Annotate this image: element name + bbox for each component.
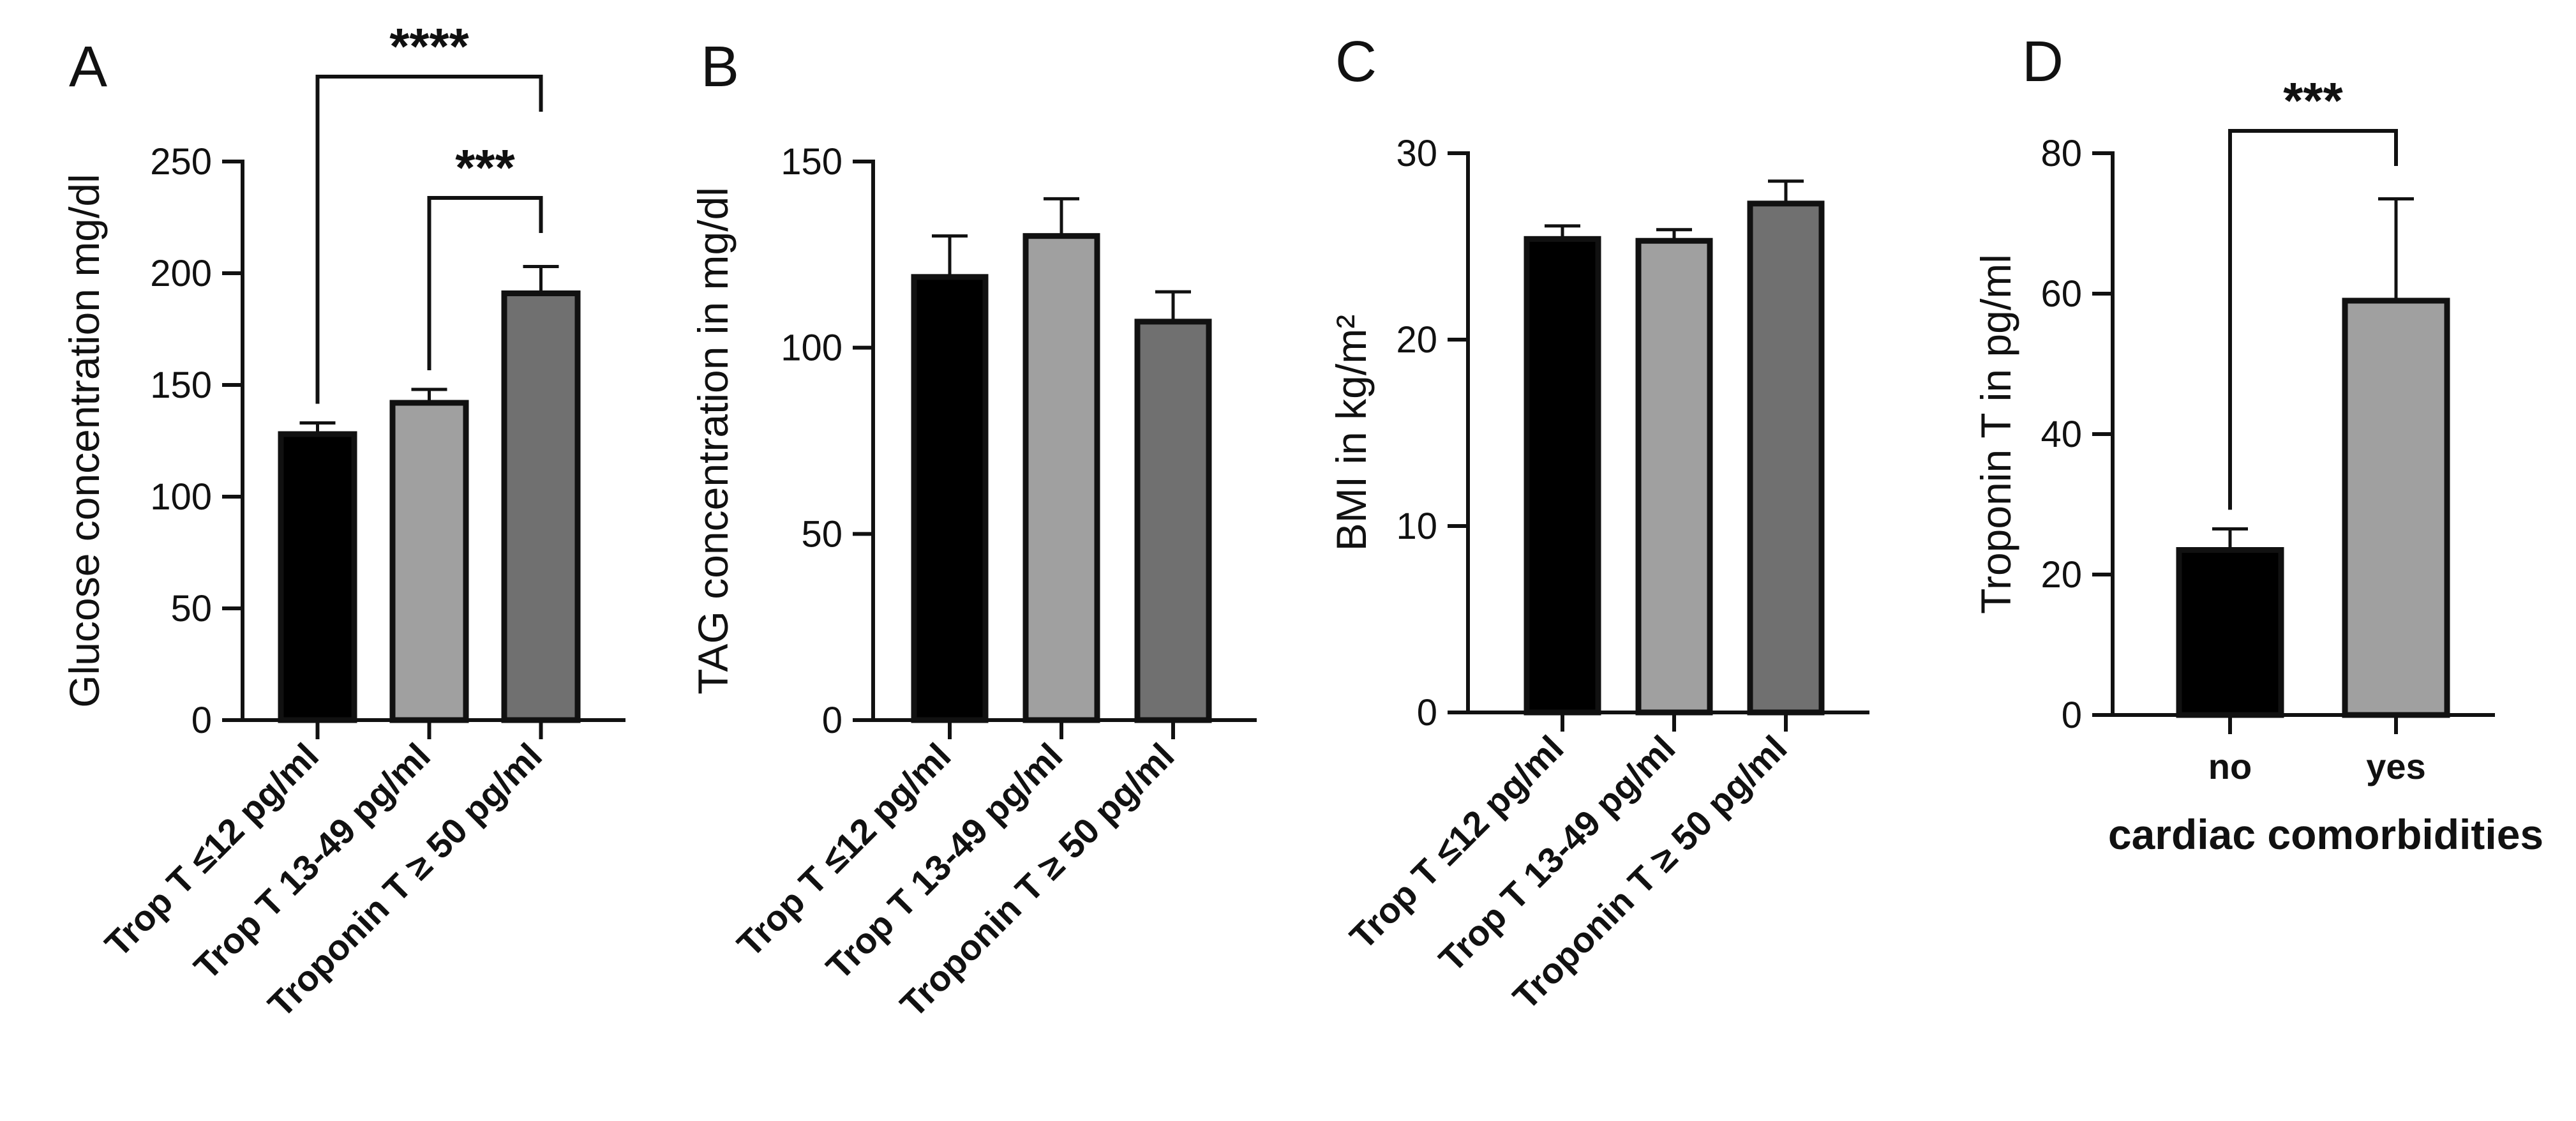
bar-2 (1022, 233, 1100, 723)
panel-letter: A (69, 35, 107, 99)
y-tick-label: 100 (781, 327, 842, 369)
bar-3 (501, 290, 581, 723)
y-tick-label: 60 (2041, 273, 2082, 315)
y-tick-label: 10 (1396, 506, 1437, 547)
y-tick-label: 50 (801, 513, 842, 555)
bar-1 (1524, 236, 1601, 716)
bar-2 (1635, 237, 1713, 716)
y-tick-label: 0 (1417, 692, 1437, 734)
panel-letter: D (2022, 30, 2063, 94)
y-tick-label: 0 (191, 700, 212, 741)
category-label: Trop T ≤12 pg/ml (97, 735, 326, 965)
y-tick-label: 30 (1396, 133, 1437, 174)
bar-1 (278, 431, 357, 723)
significance-label: **** (389, 18, 469, 75)
y-tick-label: 0 (822, 700, 842, 741)
significance-bracket (427, 196, 543, 370)
y-tick-label: 0 (2062, 695, 2082, 736)
category-label: Trop T ≤12 pg/ml (1342, 728, 1571, 957)
y-tick-label: 20 (1396, 319, 1437, 361)
y-tick-label: 150 (150, 365, 212, 406)
bar-3 (1134, 319, 1212, 723)
significance-label: *** (2283, 72, 2343, 129)
significance-label: *** (455, 139, 515, 196)
y-tick-label: 250 (150, 141, 212, 183)
significance-bracket (315, 75, 543, 404)
category-label: Trop T ≤12 pg/ml (730, 735, 959, 965)
panel-letter: B (701, 35, 739, 99)
bar-3 (1747, 200, 1825, 716)
panel-D: D 0 20 40 60 80 Troponin T in pg/ml no yes cardia… (1972, 30, 2543, 858)
bar-1 (911, 274, 989, 723)
bar-1 (2176, 547, 2284, 718)
y-tick-label: 20 (2041, 554, 2082, 596)
y-tick-label: 40 (2041, 414, 2082, 455)
bar-2 (2342, 297, 2450, 718)
significance-bracket (2228, 129, 2398, 510)
panel-A: A 0 50 100 150 200 250 Glucose concentration mg… (61, 18, 625, 1025)
y-tick-label: 100 (150, 476, 212, 518)
y-axis-title: TAG concentration in mg/dl (689, 187, 737, 695)
bar-2 (389, 400, 469, 723)
panel-letter: C (1335, 30, 1377, 94)
y-axis-title: Troponin T in pg/ml (1972, 254, 2019, 614)
y-tick-label: 150 (781, 141, 842, 183)
panel-B: B 0 50 100 150 TAG concentration in mg/dl Trop… (689, 35, 1257, 1025)
category-label: no (2208, 746, 2252, 786)
y-tick-label: 50 (170, 588, 212, 629)
category-label: yes (2366, 746, 2425, 786)
y-tick-label: 200 (150, 253, 212, 294)
y-tick-label: 80 (2041, 133, 2082, 174)
y-axis-title: Glucose concentration mg/dl (61, 174, 108, 707)
x-axis-title: cardiac comorbidities (2108, 811, 2543, 858)
y-axis-title: BMI in kg/m² (1328, 315, 1375, 551)
